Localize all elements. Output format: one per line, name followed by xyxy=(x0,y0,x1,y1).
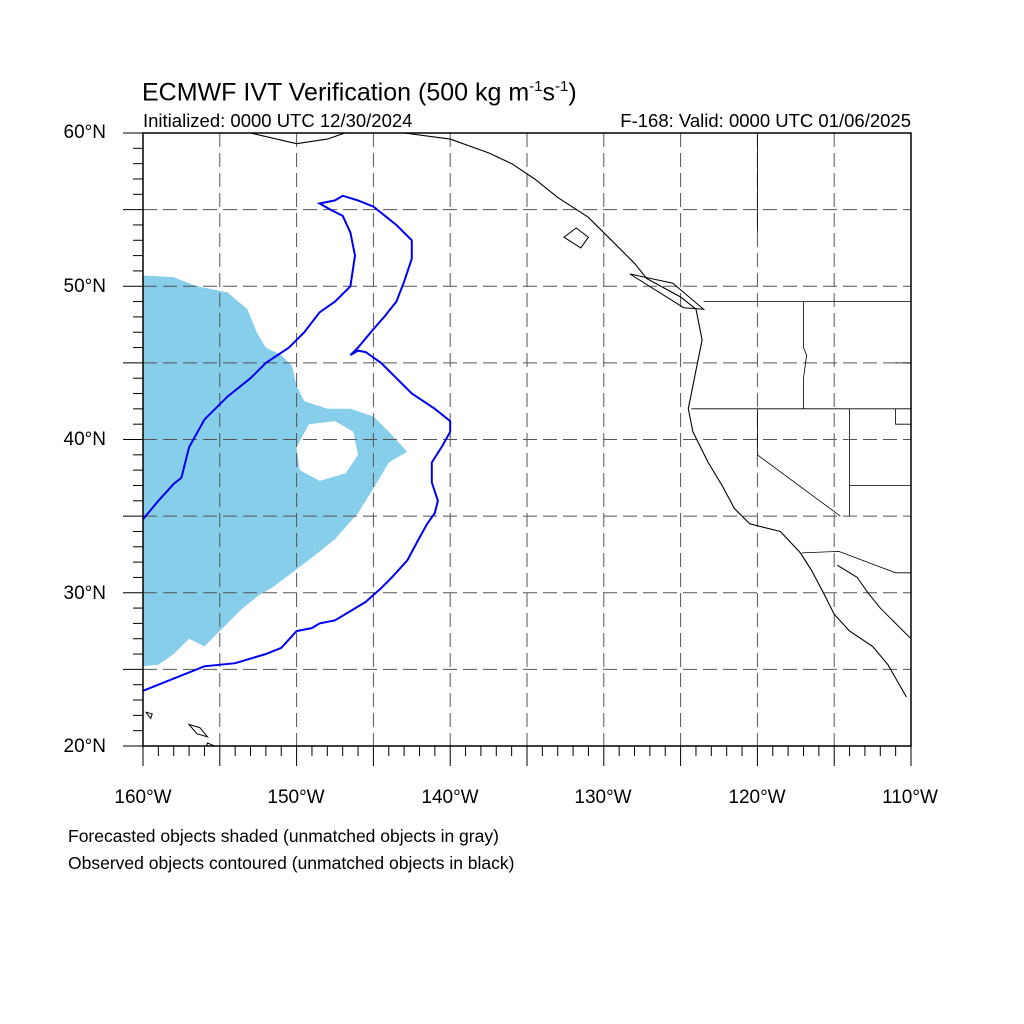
chart-title: ECMWF IVT Verification (500 kg m-1s-1) xyxy=(142,78,577,107)
coastline-gulf-of-california xyxy=(837,564,911,640)
grid-lines xyxy=(143,133,911,746)
island xyxy=(563,227,590,249)
lon-label-140w: 140°W xyxy=(421,787,479,808)
lat-label-50: 50°N xyxy=(63,276,106,297)
island xyxy=(187,723,209,738)
coastline-north-america xyxy=(250,133,907,698)
island xyxy=(144,711,153,720)
plot-frame xyxy=(142,132,912,747)
legend-forecast-note: Forecasted objects shaded (unmatched obj… xyxy=(68,826,499,846)
initialized-time: Initialized: 0000 UTC 12/30/2024 xyxy=(143,110,413,131)
island xyxy=(629,273,706,310)
coastlines-and-borders xyxy=(144,133,911,746)
state-border xyxy=(757,408,841,517)
valid-time: F-168: Valid: 0000 UTC 01/06/2025 xyxy=(620,110,911,131)
lon-label-120w: 120°W xyxy=(728,787,786,808)
state-border xyxy=(803,301,808,409)
observed-object xyxy=(143,194,452,692)
state-border xyxy=(801,550,911,574)
legend-observed-note: Observed objects contoured (unmatched ob… xyxy=(68,853,515,873)
forecast-object xyxy=(143,275,408,667)
state-border xyxy=(895,408,911,425)
island xyxy=(206,742,216,746)
lon-label-110w: 110°W xyxy=(882,787,938,808)
lon-label-160w: 160°W xyxy=(114,787,172,808)
lat-label-40: 40°N xyxy=(63,429,106,450)
lon-label-130w: 130°W xyxy=(574,787,632,808)
lat-label-30: 30°N xyxy=(63,583,106,604)
lat-label-20: 20°N xyxy=(63,736,106,757)
lat-label-60: 60°N xyxy=(63,122,106,143)
axis-ticks xyxy=(123,132,912,766)
lon-label-150w: 150°W xyxy=(267,787,325,808)
